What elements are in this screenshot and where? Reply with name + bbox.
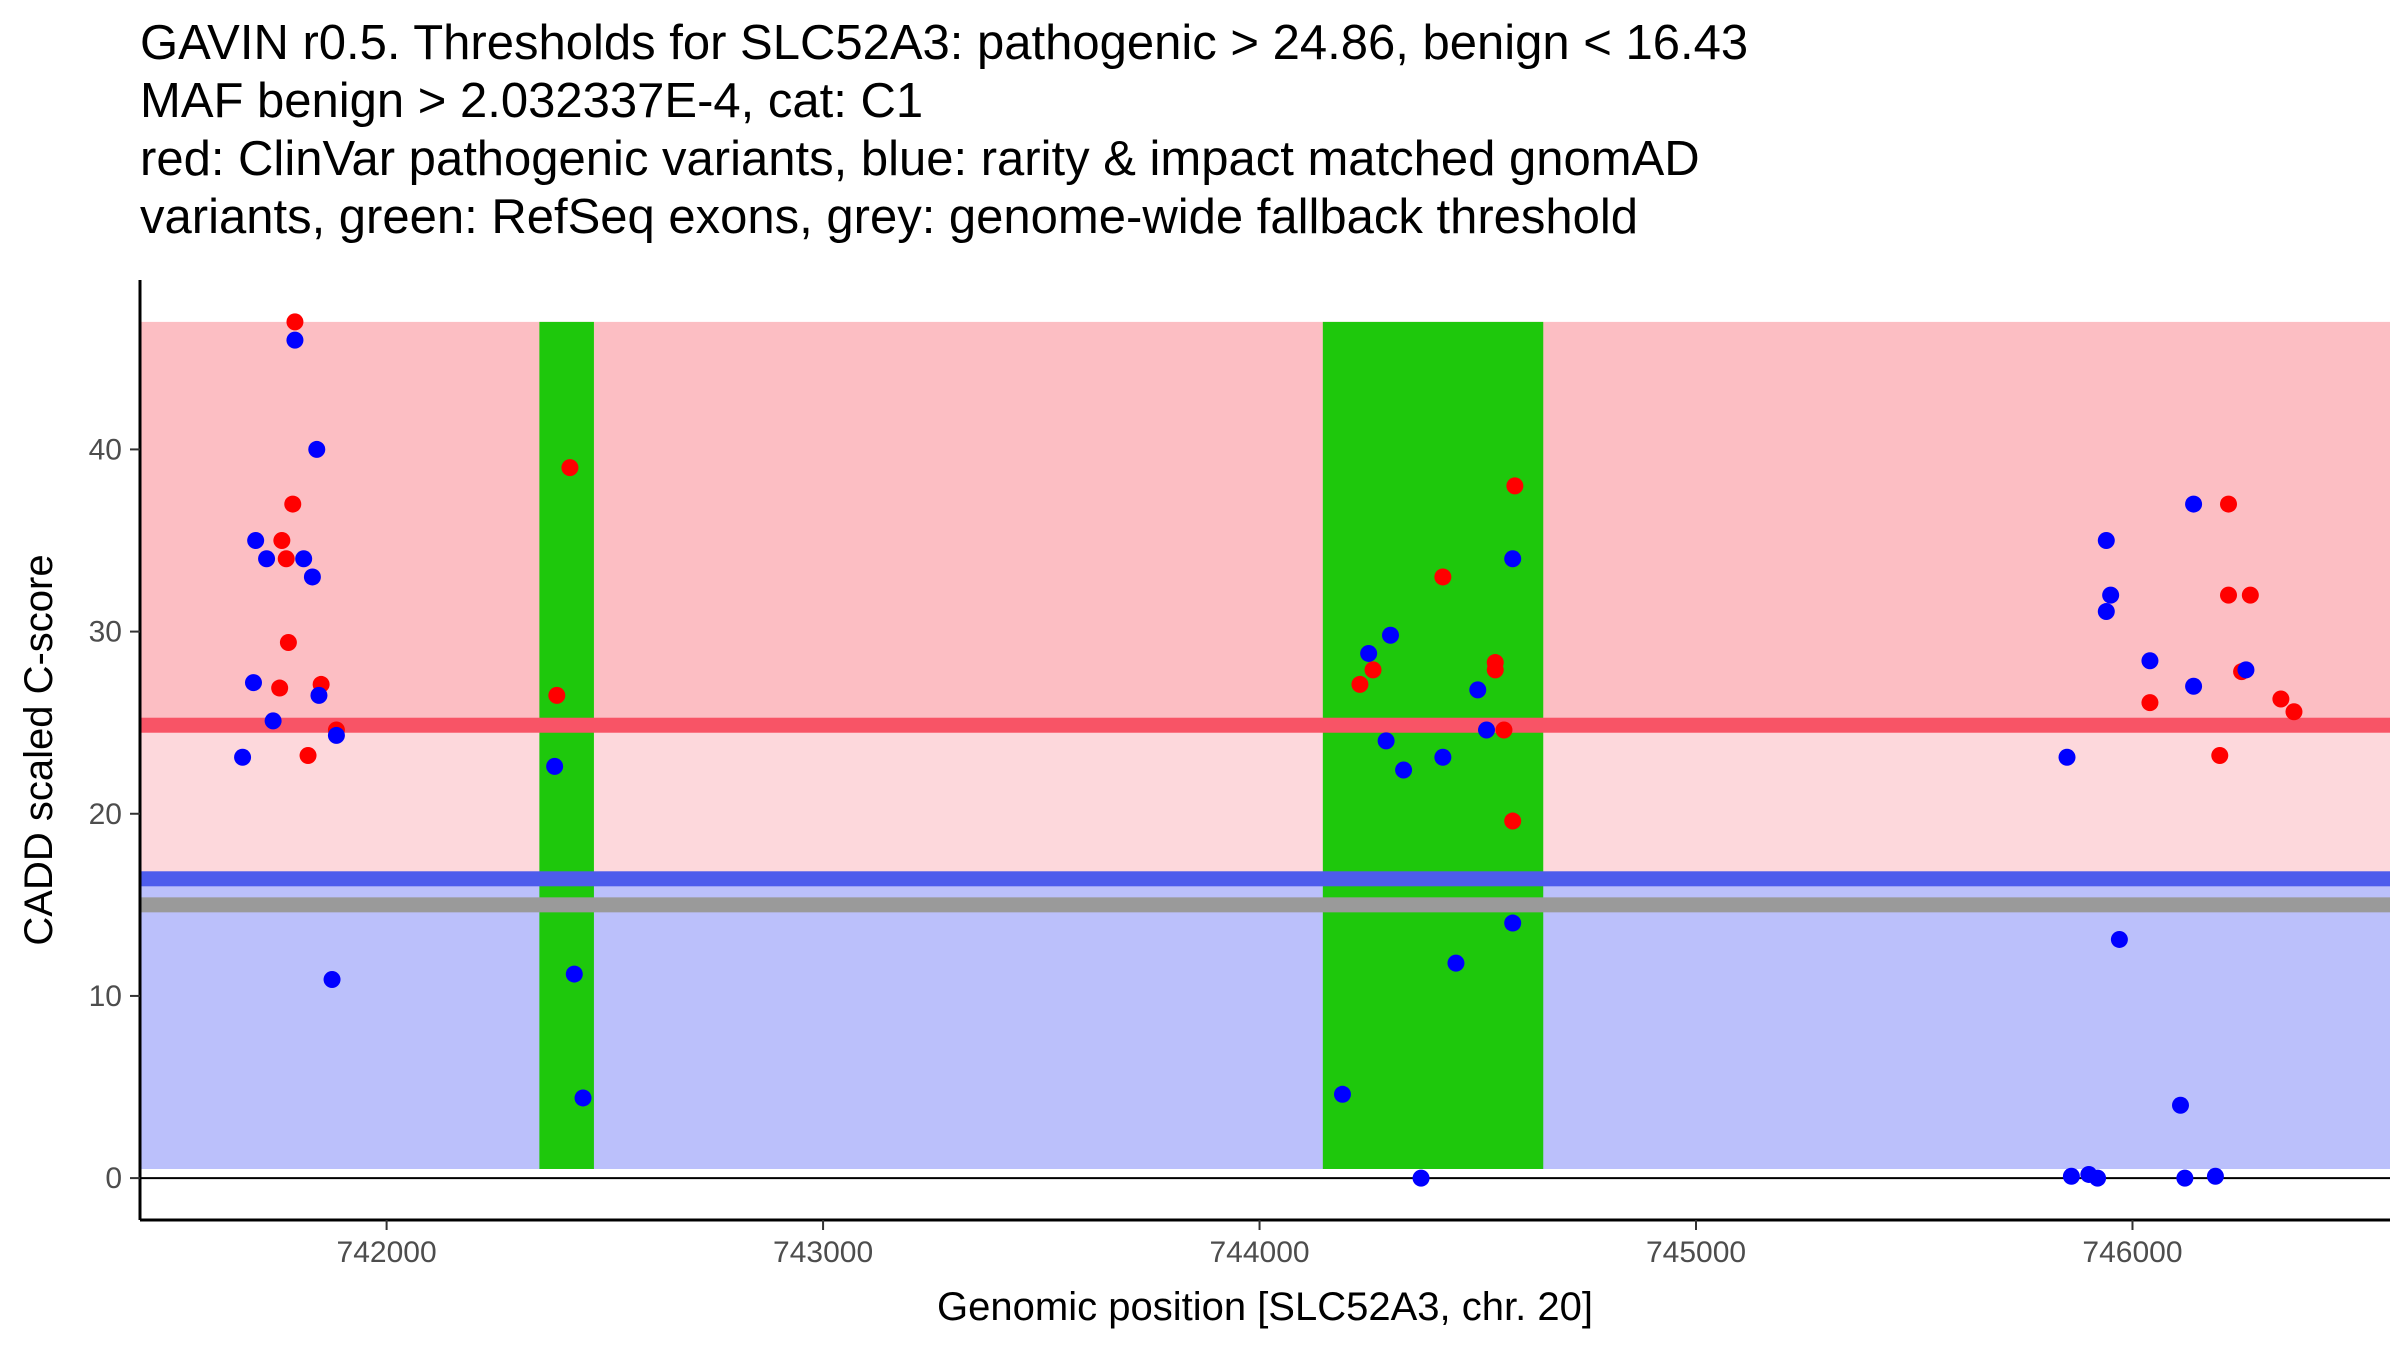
x-tick-label: 746000	[2082, 1236, 2182, 1269]
benign-point	[2058, 748, 2076, 766]
pathogenic-point	[1434, 568, 1452, 586]
pathogenic-point	[277, 550, 295, 568]
benign-point	[2176, 1169, 2194, 1187]
pathogenic-point	[1351, 675, 1369, 693]
pathogenic-point	[1495, 721, 1513, 739]
benign-point	[1377, 732, 1395, 750]
benign-point	[2110, 930, 2128, 948]
pathogenic-point	[286, 313, 304, 331]
benign-point	[565, 965, 583, 983]
benign-point	[1360, 644, 1378, 662]
benign-point	[310, 686, 328, 704]
pathogenic-region	[140, 321, 2390, 726]
benign-point	[1434, 748, 1452, 766]
intermediate-region	[140, 725, 2390, 879]
data-points	[234, 313, 2303, 1187]
exon-band-2	[1322, 321, 1544, 1169]
benign-point	[2171, 1096, 2189, 1114]
y-tick-label: 0	[105, 1162, 122, 1195]
pathogenic-point	[561, 459, 579, 477]
pathogenic-threshold-line	[140, 717, 2390, 733]
title-line-4: variants, green: RefSeq exons, grey: gen…	[140, 190, 1639, 244]
pathogenic-point	[271, 679, 289, 697]
y-tick-label: 20	[89, 798, 122, 831]
benign-region	[140, 878, 2390, 1169]
title-line-3: red: ClinVar pathogenic variants, blue: …	[140, 132, 1700, 186]
benign-point	[234, 748, 252, 766]
benign-point	[546, 757, 564, 775]
axes: 742000 743000 744000 745000 746000 0 10 20 30 40	[89, 280, 2390, 1269]
pathogenic-point	[2220, 495, 2238, 513]
exon-bands	[539, 321, 1544, 1169]
benign-point	[2185, 495, 2203, 513]
benign-point	[1381, 626, 1399, 644]
pathogenic-point	[2141, 694, 2159, 712]
benign-point	[258, 550, 276, 568]
exon-band-1	[539, 321, 594, 1169]
benign-point	[1447, 954, 1465, 972]
benign-point	[2141, 652, 2159, 670]
fallback-threshold-line	[140, 897, 2390, 913]
benign-point	[2185, 677, 2203, 695]
benign-point	[2206, 1167, 2224, 1185]
pathogenic-point	[1486, 661, 1504, 679]
benign-point	[286, 331, 304, 349]
pathogenic-point	[284, 495, 302, 513]
benign-point	[2089, 1169, 2107, 1187]
threshold-lines	[140, 717, 2390, 1180]
pathogenic-point	[1504, 812, 1522, 830]
benign-point	[2097, 532, 2115, 550]
y-tick-label: 10	[89, 980, 122, 1013]
x-tick-label: 742000	[337, 1236, 437, 1269]
benign-threshold-line	[140, 871, 2390, 887]
benign-point	[1504, 550, 1522, 568]
benign-point	[1395, 761, 1413, 779]
benign-point	[323, 971, 341, 989]
pathogenic-point	[1506, 477, 1524, 495]
benign-point	[2102, 586, 2120, 604]
benign-point	[2062, 1167, 2080, 1185]
benign-point	[2237, 661, 2255, 679]
benign-point	[1504, 914, 1522, 932]
benign-point	[303, 568, 321, 586]
pathogenic-point	[299, 746, 317, 764]
benign-point	[244, 674, 262, 692]
benign-point	[247, 532, 265, 550]
y-axis-title: CADD scaled C-score	[17, 554, 61, 945]
benign-point	[574, 1089, 592, 1107]
benign-point	[1333, 1085, 1351, 1103]
threshold-regions	[140, 321, 2390, 1169]
benign-point	[295, 550, 313, 568]
y-tick-label: 30	[89, 616, 122, 649]
y-tick-label: 40	[89, 433, 122, 466]
pathogenic-point	[2272, 690, 2290, 708]
pathogenic-point	[1364, 661, 1382, 679]
benign-point	[1469, 681, 1487, 699]
benign-point	[2097, 603, 2115, 621]
pathogenic-point	[548, 686, 566, 704]
pathogenic-point	[2220, 586, 2238, 604]
x-tick-label: 743000	[773, 1236, 873, 1269]
x-axis-title: Genomic position [SLC52A3, chr. 20]	[937, 1285, 1593, 1329]
pathogenic-point	[279, 634, 297, 652]
benign-point	[327, 726, 345, 744]
title-line-2: MAF benign > 2.032337E-4, cat: C1	[140, 74, 924, 128]
x-tick-label: 745000	[1646, 1236, 1746, 1269]
pathogenic-point	[2285, 703, 2303, 721]
benign-point	[1478, 721, 1496, 739]
pathogenic-point	[2211, 746, 2229, 764]
benign-point	[308, 440, 326, 458]
title-line-1: GAVIN r0.5. Thresholds for SLC52A3: path…	[140, 16, 1749, 70]
pathogenic-point	[2241, 586, 2259, 604]
benign-point	[264, 712, 282, 730]
chart-title: GAVIN r0.5. Thresholds for SLC52A3: path…	[140, 14, 1748, 246]
x-tick-label: 744000	[1209, 1236, 1309, 1269]
pathogenic-point	[273, 532, 291, 550]
benign-point	[1412, 1169, 1430, 1187]
